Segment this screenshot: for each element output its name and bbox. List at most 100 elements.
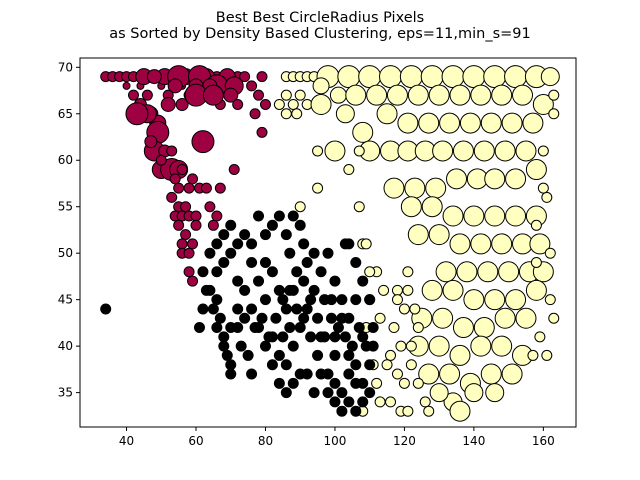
scatter-point (211, 210, 223, 222)
scatter-point (391, 294, 403, 306)
scatter-point (325, 312, 337, 324)
scatter-point (429, 383, 449, 403)
scatter-point (419, 396, 431, 408)
scatter-point (449, 400, 471, 422)
scatter-point (462, 65, 486, 89)
scatter-point (548, 312, 560, 324)
scatter-point (350, 294, 362, 306)
scatter-point (294, 219, 306, 231)
scatter-point (232, 303, 244, 315)
x-tick-label: 40 (119, 434, 134, 448)
scatter-point (421, 196, 443, 218)
scatter-point (218, 229, 230, 241)
scatter-point (239, 229, 251, 241)
scatter-point (335, 104, 355, 124)
scatter-point (398, 303, 410, 315)
scatter-point (432, 140, 454, 162)
x-tick-label: 160 (532, 434, 555, 448)
scatter-point (329, 349, 341, 361)
scatter-point (308, 247, 320, 259)
scatter-point (218, 331, 230, 343)
scatter-point (366, 84, 388, 106)
scatter-point (187, 238, 199, 250)
x-tick-label: 60 (188, 434, 203, 448)
scatter-point (402, 405, 414, 417)
plot-area-frame (79, 57, 577, 428)
scatter-point (367, 340, 379, 352)
scatter-point (449, 84, 471, 106)
chart-title: Best Best CircleRadius Pixels (215, 10, 425, 26)
scatter-point (425, 177, 447, 199)
scatter-point (505, 289, 527, 311)
scatter-point (232, 275, 244, 287)
x-tick-label: 80 (258, 434, 273, 448)
scatter-point (353, 201, 365, 213)
scatter-point (312, 145, 324, 157)
scatter-point (456, 261, 478, 283)
scatter-point (239, 284, 251, 296)
x-tick-label: 100 (323, 434, 346, 448)
scatter-point (350, 377, 362, 389)
y-tick-label: 50 (58, 246, 73, 260)
scatter-point (336, 387, 348, 399)
scatter-point (204, 201, 216, 213)
scatter-point (374, 396, 386, 408)
scatter-point (146, 69, 162, 85)
scatter-point (310, 93, 332, 115)
scatter-point (329, 377, 341, 389)
scatter-point (232, 238, 244, 250)
scatter-point (277, 294, 289, 306)
scatter-point (480, 363, 502, 385)
scatter-point (190, 210, 202, 222)
scatter-point (225, 247, 237, 259)
scatter-point (259, 229, 271, 241)
scatter-point (144, 135, 158, 149)
scatter-point (287, 284, 299, 296)
scatter-point (470, 84, 492, 106)
scatter-point (463, 289, 485, 311)
scatter-point (305, 294, 317, 306)
scatter-point (253, 210, 265, 222)
scatter-point (183, 182, 195, 194)
scatter-point (483, 65, 507, 89)
scatter-point (225, 322, 237, 334)
scatter-point (225, 368, 237, 380)
scatter-point (484, 168, 506, 190)
scatter-point (294, 322, 306, 334)
scatter-point (405, 340, 417, 352)
scatter-point (246, 256, 258, 268)
scatter-point (324, 140, 346, 162)
scatter-point (504, 65, 528, 89)
scatter-point (409, 303, 421, 315)
y-tick-label: 70 (58, 60, 73, 74)
scatter-point (197, 303, 209, 315)
scatter-point (529, 233, 551, 255)
scatter-point (515, 140, 537, 162)
scatter-point (287, 98, 299, 110)
scatter-point (214, 182, 226, 194)
scatter-point (446, 168, 468, 190)
scatter-point (197, 266, 209, 278)
scatter-point (329, 275, 341, 287)
scatter-point (191, 130, 215, 154)
scatter-point (402, 284, 414, 296)
scatter-point (253, 275, 265, 287)
scatter-point (337, 65, 361, 89)
scatter-point (280, 359, 292, 371)
scatter-point (391, 368, 403, 380)
scatter-point (280, 89, 292, 101)
scatter-point (339, 238, 351, 250)
scatter-point (336, 405, 348, 417)
scatter-point (343, 164, 355, 176)
scatter-point (428, 224, 450, 246)
scatter-point (218, 256, 230, 268)
scatter-point (530, 256, 542, 268)
scatter-point (470, 233, 492, 255)
scatter-point (173, 182, 185, 194)
scatter-point (284, 322, 296, 334)
axis-ticks: 40 60 80 100 120 140 160 35 40 45 50 55 60 65 70 (58, 60, 555, 448)
scatter-point (449, 233, 471, 255)
scatter-point (329, 86, 347, 104)
scatter-point (228, 164, 240, 176)
x-tick-label: 120 (393, 434, 416, 448)
